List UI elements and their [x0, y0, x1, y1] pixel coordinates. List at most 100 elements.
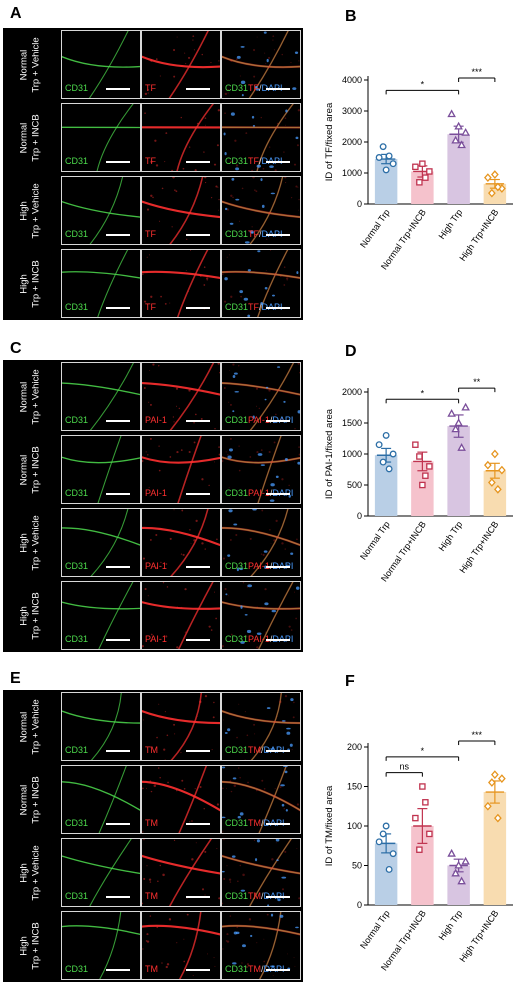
channel-label-part: PAI-1: [248, 561, 270, 571]
scale-bar: [106, 234, 130, 236]
channel-label: TF: [145, 156, 156, 166]
micrograph-cell-marker: TF: [141, 249, 221, 318]
channel-label-part: CD31: [225, 415, 249, 425]
data-point: [389, 850, 397, 858]
row-label-line: Normal: [18, 381, 30, 412]
data-point: [426, 830, 433, 838]
panel-letter-f: F: [345, 673, 355, 690]
scale-bar: [106, 307, 130, 309]
micrograph-cell-cd31: CD31: [61, 765, 141, 834]
tissue-image: [142, 582, 220, 649]
scale-bar: [186, 969, 210, 971]
channel-label-part: /: [259, 83, 262, 93]
data-point: [457, 140, 466, 149]
chart-panel-f: 0 50 100 150 200 ID of TM/fixed area Normal Tr…: [318, 730, 518, 980]
data-point: [422, 472, 429, 479]
row-label-text: High Trp + INCB: [19, 922, 43, 969]
data-point: [426, 463, 433, 470]
channel-label-part: TM: [248, 818, 262, 828]
channel-label: CD31: [65, 818, 88, 828]
channel-label-part: TF: [248, 156, 260, 166]
data-point: [494, 182, 502, 192]
channel-label: CD31: [65, 964, 88, 974]
micrograph-cell-marker: TM: [141, 692, 221, 761]
row-label-line: Normal: [18, 454, 30, 485]
tissue-image: [62, 104, 140, 171]
tissue-image: [222, 509, 300, 576]
x-tick-label: High Trp+INCB: [457, 908, 500, 964]
data-point: [416, 453, 423, 460]
scale-bar: [186, 307, 210, 309]
bar: [411, 826, 434, 905]
scale-bar: [266, 566, 290, 568]
row-label-text: Normal Trp + Vehicle: [19, 37, 43, 92]
channel-label-part: CD31: [225, 745, 249, 755]
tissue-image: [142, 436, 220, 503]
x-tick-label: Normal Trp: [358, 908, 392, 950]
scale-bar: [186, 639, 210, 641]
micrograph-cell-cd31: CD31: [61, 176, 141, 245]
data-point: [422, 799, 429, 806]
x-tick-label: High Trp: [437, 519, 465, 553]
significance-label: ***: [471, 730, 482, 740]
tissue-image: [222, 693, 300, 760]
row-label-line: High: [18, 532, 30, 553]
data-point: [491, 170, 499, 179]
data-point: [451, 424, 460, 433]
micrograph-cell-merge: CD31TF/DAPI: [221, 176, 301, 245]
micrograph-cell-merge: CD31TM/DAPI: [221, 838, 301, 907]
row-label: High Trp + INCB: [3, 247, 59, 320]
channel-label: CD31: [65, 229, 88, 239]
row-label-text: Normal Trp + INCB: [19, 446, 43, 493]
y-axis-label: ID of TM/fixed area: [324, 785, 335, 866]
row-label-line: Trp + Vehicle: [30, 698, 42, 755]
y-tick-label: 2000: [342, 387, 362, 397]
channel-label-part: PAI-1: [145, 415, 167, 425]
tissue-image: [222, 363, 300, 430]
channel-label-part: TF: [145, 302, 156, 312]
data-point: [447, 408, 456, 417]
channel-label-part: CD31: [65, 745, 89, 755]
micrograph-cell-merge: CD31TF/DAPI: [221, 30, 301, 99]
channel-label-part: TF: [145, 229, 156, 239]
scale-bar: [106, 750, 130, 752]
data-point: [412, 163, 419, 171]
tissue-image: [142, 693, 220, 760]
channel-label-part: TM: [145, 818, 158, 828]
channel-label-part: CD31: [65, 229, 89, 239]
channel-label: PAI-1: [145, 488, 167, 498]
y-tick-label: 0: [357, 900, 362, 910]
y-tick-label: 3000: [342, 106, 362, 116]
data-point: [382, 431, 390, 439]
row-label-line: High: [18, 200, 30, 221]
channel-label-part: PAI-1: [248, 634, 270, 644]
channel-label: TM: [145, 891, 158, 901]
tissue-image: [142, 177, 220, 244]
significance-label: **: [473, 377, 481, 387]
row-label: Normal Trp + Vehicle: [3, 28, 59, 101]
y-axis-label: ID of TF/fixed area: [324, 102, 335, 181]
row-label-line: Trp + INCB: [30, 445, 42, 494]
scale-bar: [106, 420, 130, 422]
row-label: High Trp + INCB: [3, 909, 59, 982]
tissue-image: [142, 31, 220, 98]
channel-label: CD31: [65, 156, 88, 166]
scale-bar: [106, 823, 130, 825]
data-point: [379, 143, 387, 151]
row-label-line: Trp + INCB: [30, 259, 42, 308]
bar: [374, 455, 398, 516]
tissue-image: [62, 912, 140, 979]
micrograph-cell-marker: PAI-1: [141, 435, 221, 504]
tissue-image: [222, 839, 300, 906]
row-label: High Trp + Vehicle: [3, 506, 59, 579]
channel-label: PAI-1: [145, 561, 167, 571]
significance-label: *: [421, 388, 425, 398]
channel-label: TF: [145, 229, 156, 239]
